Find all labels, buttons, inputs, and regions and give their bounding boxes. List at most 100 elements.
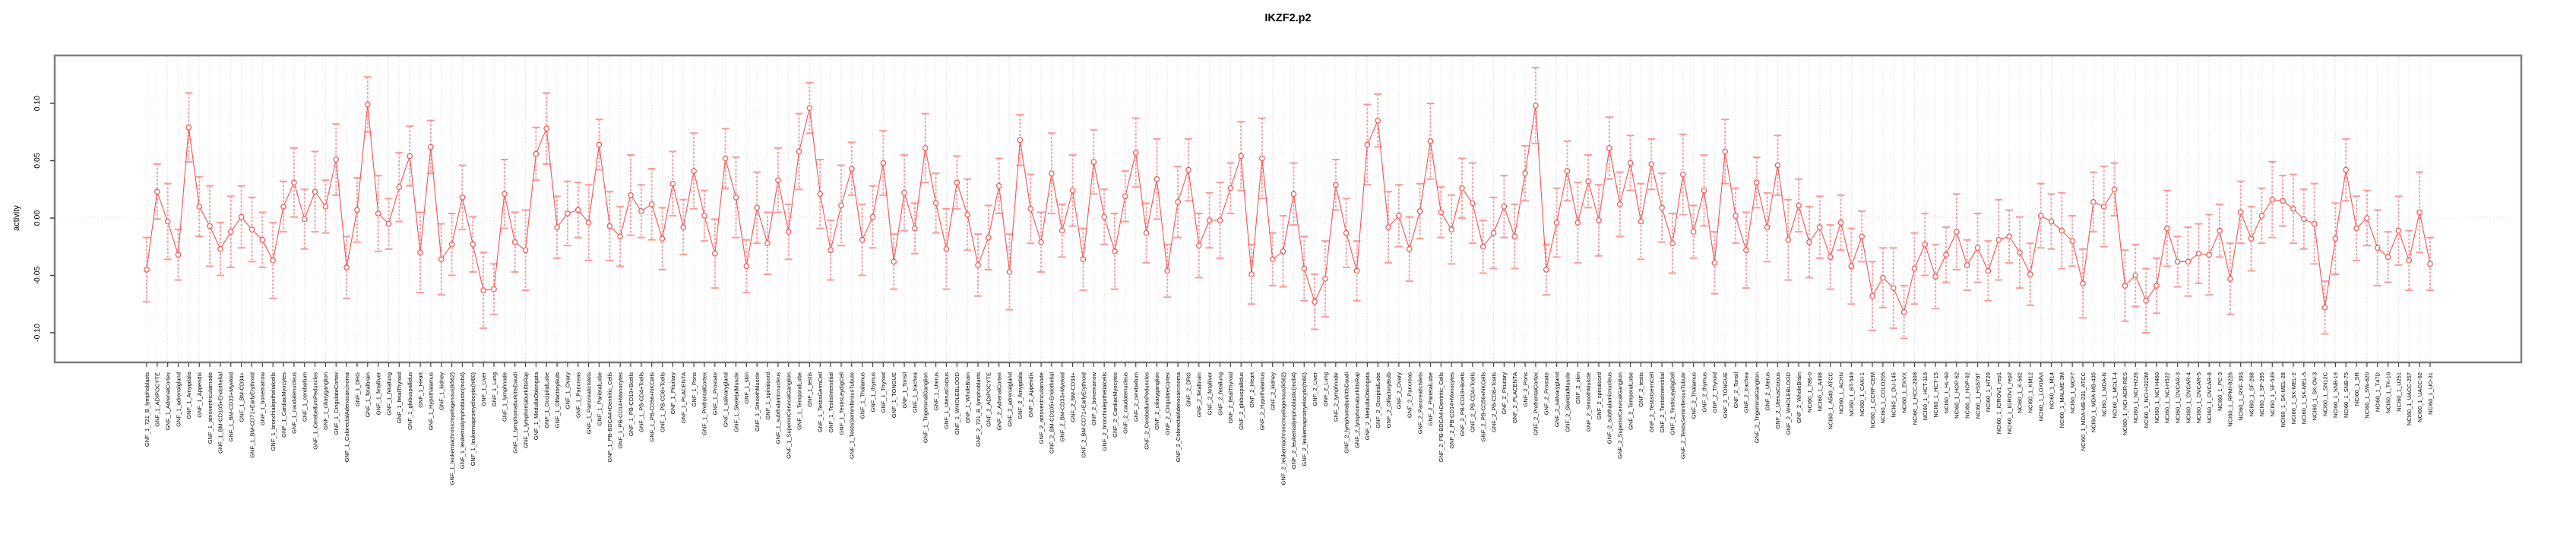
x-tick-label: GNF_2_MedullaOblongata (1364, 372, 1371, 440)
data-point (1343, 229, 1350, 236)
data-point (2006, 233, 2012, 239)
data-point (196, 204, 203, 210)
x-tick-label: GNF_2_TestisInterstitial (1659, 372, 1666, 433)
data-point (375, 210, 381, 217)
data-point (2100, 204, 2107, 210)
x-tick-label: GNF_1_kidney (438, 372, 445, 410)
x-tick-label: GNF_1_leukemiachronicmyelogenous(k562) (448, 372, 455, 485)
x-tick-label: GNF_2_TemporalLobe (1627, 372, 1634, 430)
x-tick-label: GNF_2_BM-CD34+ (1069, 372, 1076, 422)
data-point (1774, 162, 1781, 169)
page-title: IKZF2.p2 (1264, 12, 1312, 24)
x-tick-label: GNF_1_WHOLEBLOOD (954, 372, 960, 435)
data-point (638, 208, 644, 214)
x-tick-label: GNF_1_TestisGermCell (817, 372, 824, 433)
data-point (817, 191, 824, 198)
data-point (1059, 227, 1065, 234)
data-point (995, 182, 1002, 189)
y-tick-label: 0.10 (33, 96, 42, 112)
x-tick-label: GNF_1_PB-CD8+Tcells (659, 372, 666, 432)
x-tick-label: NCI60_1_OVCAR-8 (2206, 372, 2213, 423)
data-point (1764, 224, 1771, 230)
x-tick-label: GNF_2_SkeletalMuscle (1564, 372, 1571, 432)
data-point (2280, 198, 2286, 204)
x-tick-label: GNF_2_Tonsil (1733, 372, 1739, 409)
x-tick-label: GNF_1_OlfactoryBulb (554, 372, 561, 428)
data-point (238, 213, 245, 220)
data-point (1922, 241, 1929, 248)
x-tick-label: GNF_2_leukemialymphoblastic(molt4) (1290, 372, 1297, 470)
x-tick-label: NCI60_1_SF-268 (2248, 372, 2255, 416)
data-point (1900, 309, 1907, 315)
x-tick-label: GNF_1_Thyroid (880, 372, 887, 413)
x-tick-label: GNF_1_lymphnode (502, 372, 508, 422)
x-tick-label: GNF_1_bonemarrow (259, 372, 266, 425)
data-point (428, 144, 434, 150)
x-tick-label: GNF_1_Pons (691, 372, 698, 407)
data-point (1869, 292, 1875, 299)
x-tick-label: NCI60_1_SNB-75 (2343, 372, 2350, 418)
data-point (1353, 267, 1360, 274)
x-tick-label: NCI60_1_RPMI-8226 (2227, 372, 2234, 427)
x-tick-label: GNF_2_PB-CD14+Monocytes (1448, 372, 1455, 449)
data-point (891, 258, 897, 265)
data-point (1533, 103, 1539, 109)
x-tick-label: NCI60_1_MOLT-4 (2111, 372, 2118, 418)
data-point (628, 191, 634, 198)
x-tick-label: GNF_1_Thalamus (859, 372, 866, 419)
data-point (248, 226, 255, 232)
data-point (259, 236, 266, 243)
data-point (417, 249, 423, 256)
data-point (669, 180, 676, 187)
x-tick-label: GNF_1_Ovary (565, 372, 571, 409)
x-tick-label: GNF_2_ciliaryganglion (1154, 372, 1160, 430)
x-tick-label: GNF_2_Lung (1322, 372, 1329, 406)
x-tick-label: GNF_1_CardiacMyocytes (280, 372, 287, 438)
data-point (1659, 204, 1665, 211)
x-tick-label: GNF_2_trachea (1743, 372, 1750, 413)
data-point (975, 262, 981, 268)
x-tick-label: GNF_1_globuspallidus (407, 372, 413, 430)
x-tick-label: NCI60_1_MALME-3M (2059, 372, 2065, 428)
x-tick-label: NCI60_1_EKVX (1900, 372, 1907, 413)
x-tick-label: NCI60_1_CCRF-CEM (1869, 372, 1876, 428)
data-point (280, 204, 286, 210)
x-tick-label: GNF_1_Pancreas (575, 372, 582, 418)
x-tick-label: GNF_2_salivarygland (1553, 372, 1560, 427)
x-tick-label: GNF_1_WholeBrain (964, 372, 971, 423)
data-point (1827, 254, 1834, 261)
x-tick-label: NCI60_1_UACC-62 (2416, 372, 2423, 422)
x-tick-label: GNF_2_Thyroid (1711, 372, 1718, 413)
x-tick-label: GNF_1_AdrenalCortex (164, 372, 171, 431)
data-point (1448, 226, 1454, 232)
data-point (1006, 269, 1013, 275)
x-tick-label: NCI60_1_IGROV1_rep2 (2006, 372, 2013, 434)
x-tick-label: GNF_1_fetalliver (375, 372, 381, 416)
data-point (1911, 265, 1918, 272)
data-point (1679, 171, 1686, 178)
x-tick-label: GNF_1_Amygdala (185, 372, 192, 419)
data-point (2237, 209, 2244, 216)
data-point (1322, 276, 1328, 282)
data-point (1459, 185, 1465, 191)
x-tick-label: GNF_2_globuspallidus (1238, 372, 1245, 430)
data-point (385, 220, 392, 227)
x-tick-label: GNF_1_testis (806, 372, 813, 407)
x-tick-label: GNF_2_Pancreas (1407, 372, 1413, 418)
data-point (2069, 238, 2075, 245)
x-tick-label: NCI60_1_DU-145 (1891, 372, 1897, 418)
x-tick-label: GNF_2_BM-CD71+EarlyErythroid (1080, 372, 1087, 458)
data-point (144, 267, 150, 273)
x-tick-label: GNF_2_WholeBrain (1796, 372, 1802, 423)
x-tick-label: GNF_2_spinalcord (1596, 372, 1603, 420)
data-point (1733, 213, 1739, 219)
x-tick-label: NCI60_1_T47D (2375, 372, 2381, 412)
data-point (754, 204, 760, 211)
data-point (1627, 160, 1634, 166)
x-tick-label: GNF_2_fetalThyroid (1227, 372, 1234, 424)
data-point (2027, 271, 2033, 277)
x-tick-label: NCI60_1_NCI-H460 (2154, 372, 2160, 423)
data-point (680, 224, 687, 230)
